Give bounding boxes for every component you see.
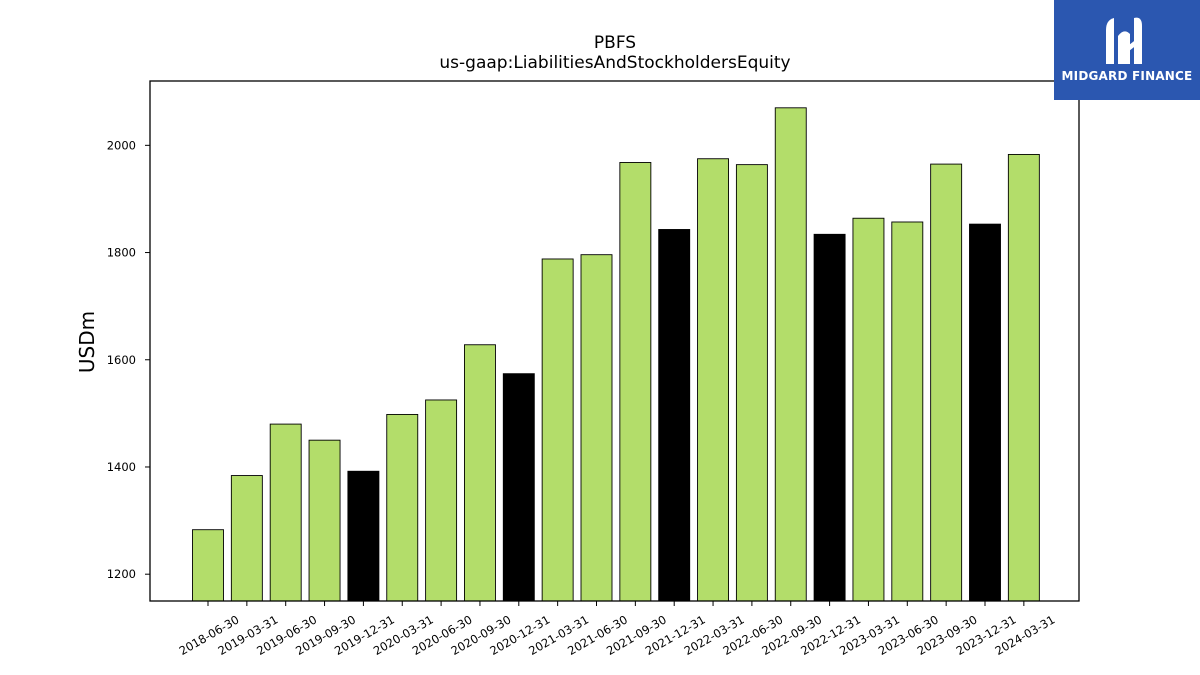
bar xyxy=(192,529,224,602)
y-tick-label: 1800 xyxy=(107,246,136,260)
bar xyxy=(308,439,341,602)
y-tick-label: 1600 xyxy=(107,353,136,367)
bar xyxy=(269,423,302,602)
bar xyxy=(735,164,768,602)
bar xyxy=(425,399,458,602)
bars-group xyxy=(192,107,1040,602)
y-axis: 1200 1400 1600 1800 2000 xyxy=(107,138,150,581)
midgard-logo-icon xyxy=(1106,17,1142,64)
brand-logo: MIDGARD FINANCE xyxy=(1054,0,1200,100)
bar xyxy=(541,258,574,602)
bar xyxy=(502,373,535,602)
chart-subtitle: us-gaap:LiabilitiesAndStockholdersEquity xyxy=(439,53,790,73)
bar xyxy=(697,158,729,602)
bar xyxy=(852,217,885,602)
y-tick-label: 1400 xyxy=(107,460,136,474)
bar xyxy=(386,413,419,602)
logo-text: MIDGARD FINANCE xyxy=(1061,69,1193,83)
bar xyxy=(891,221,924,602)
x-axis: 2018-06-302019-03-312019-06-302019-09-30… xyxy=(177,601,1057,658)
plot-frame xyxy=(149,80,1080,602)
y-axis-label: USDm xyxy=(75,311,99,373)
bar xyxy=(813,233,846,602)
bar xyxy=(1007,153,1040,602)
y-tick-label: 1200 xyxy=(107,567,136,581)
bar xyxy=(619,162,652,602)
bar xyxy=(930,163,963,602)
bar xyxy=(464,344,496,602)
bar xyxy=(230,475,263,602)
chart-title: PBFS xyxy=(594,33,636,53)
bar xyxy=(969,223,1001,602)
bar xyxy=(580,254,613,602)
y-tick-label: 2000 xyxy=(107,138,136,152)
bar xyxy=(658,229,691,602)
bar xyxy=(347,470,380,602)
bar xyxy=(774,107,807,602)
